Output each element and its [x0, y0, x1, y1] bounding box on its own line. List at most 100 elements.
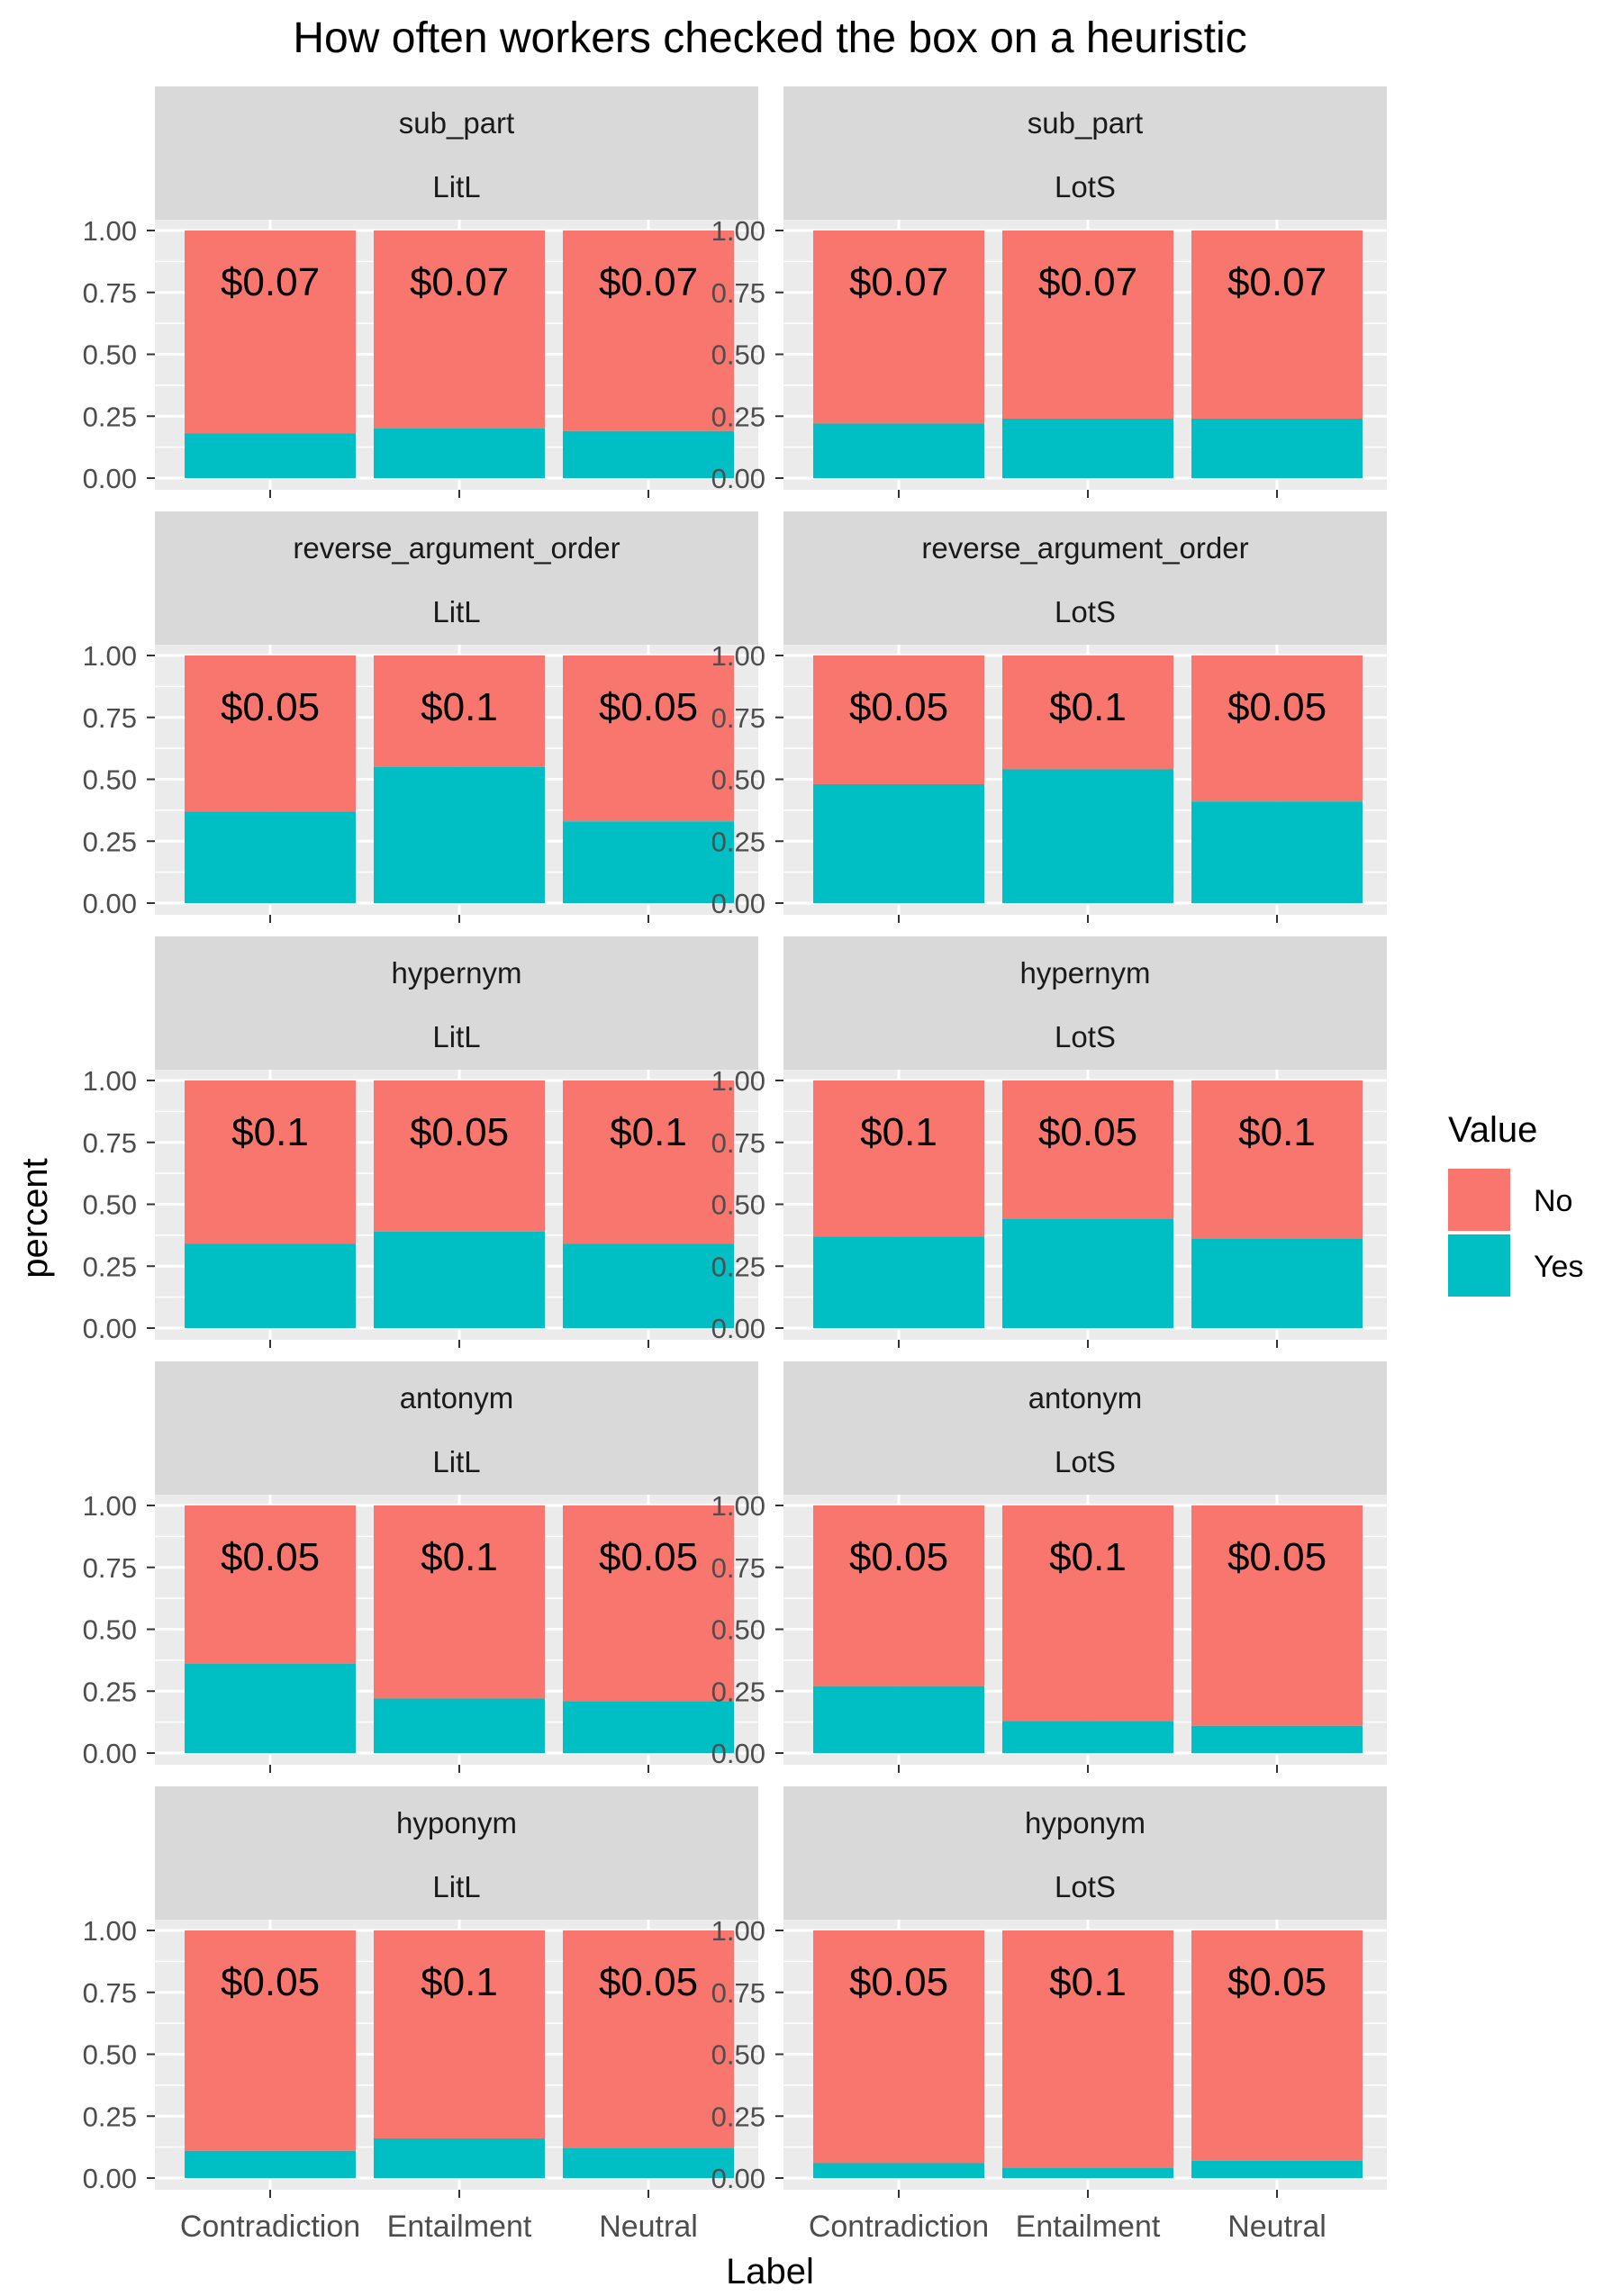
y-axis-title: percent — [15, 1158, 55, 1278]
bar-yes — [374, 2138, 545, 2178]
bar-no — [813, 655, 984, 784]
y-tick-label: 0.25 — [711, 826, 765, 857]
chart-title: How often workers checked the box on a h… — [293, 14, 1246, 62]
facet-group-label: LotS — [1055, 1020, 1116, 1053]
x-tick-label: Contradiction — [180, 2210, 360, 2244]
facet-strip — [155, 86, 758, 220]
y-tick-label: 1.00 — [83, 640, 137, 672]
facet-panel: reverse_argument_order LitL 0.00 0.25 0.50 0.… — [83, 511, 758, 923]
y-tick-label: 0.50 — [711, 339, 765, 371]
bar-yes — [374, 1231, 545, 1328]
bar-data-label: $0.05 — [599, 685, 698, 729]
bar-no — [1191, 231, 1363, 419]
bar-yes — [1191, 2160, 1363, 2178]
bar-no — [1002, 1505, 1173, 1722]
y-tick-label: 0.50 — [83, 2039, 137, 2071]
facet-strip — [783, 1786, 1387, 1920]
facet-heuristic-label: sub_part — [399, 106, 514, 140]
bar-data-label: $0.05 — [849, 1960, 948, 2004]
bar-data-label: $0.1 — [610, 1110, 687, 1154]
y-tick-label: 0.75 — [83, 702, 137, 734]
bar-yes — [374, 1698, 545, 1753]
y-tick-label: 0.75 — [711, 1127, 765, 1159]
bar-yes — [1002, 1721, 1173, 1753]
x-tick-label: Entailment — [1016, 2210, 1161, 2244]
y-tick-label: 0.75 — [83, 1127, 137, 1159]
bar-data-label: $0.05 — [849, 685, 948, 729]
y-tick-label: 0.50 — [83, 1189, 137, 1221]
bar-data-label: $0.1 — [421, 685, 498, 729]
bar-no — [1002, 655, 1173, 770]
facet-group-label: LitL — [432, 170, 480, 203]
bar-data-label: $0.07 — [1227, 260, 1327, 304]
bar-no — [185, 231, 356, 434]
y-tick-label: 0.50 — [83, 339, 137, 371]
bar-data-label: $0.07 — [410, 260, 509, 304]
y-tick-label: 0.00 — [83, 888, 137, 919]
y-tick-label: 1.00 — [83, 215, 137, 247]
bar-yes — [185, 433, 356, 478]
y-tick-label: 0.25 — [711, 1676, 765, 1707]
y-tick-label: 0.50 — [711, 2039, 765, 2071]
y-tick-label: 0.75 — [711, 702, 765, 734]
bar-no — [563, 1930, 734, 2148]
bar-no — [185, 1505, 356, 1664]
bar-data-label: $0.05 — [1227, 1960, 1327, 2004]
bar-no — [1191, 655, 1363, 802]
bar-data-label: $0.07 — [221, 260, 320, 304]
bar-yes — [185, 1664, 356, 1753]
facet-heuristic-label: reverse_argument_order — [293, 531, 620, 565]
bar-yes — [563, 430, 734, 478]
y-tick-label: 0.25 — [83, 1251, 137, 1282]
x-axis-ticks: Contradiction Entailment Neutral Contradict… — [180, 2190, 1327, 2244]
bar-data-label: $0.07 — [1038, 260, 1137, 304]
bar-no — [185, 1930, 356, 2151]
facet-heuristic-label: hyponym — [1025, 1806, 1146, 1840]
bar-data-label: $0.05 — [221, 685, 320, 729]
facet-panel: antonym LotS 0.00 0.25 0.50 0.75 1.00 $0.05 $0.1… — [711, 1361, 1387, 1773]
y-tick-label: 0.00 — [711, 2163, 765, 2194]
y-tick-label: 0.50 — [711, 1614, 765, 1646]
bar-data-label: $0.1 — [421, 1960, 498, 2004]
bar-yes — [813, 2163, 984, 2178]
facet-strip — [783, 936, 1387, 1070]
bar-yes — [1191, 1725, 1363, 1753]
y-tick-label: 0.00 — [83, 2163, 137, 2194]
bar-yes — [185, 1243, 356, 1328]
bar-no — [813, 1930, 984, 2164]
bar-data-label: $0.05 — [849, 1535, 948, 1579]
facet-strip — [783, 1361, 1387, 1495]
bar-yes — [185, 2150, 356, 2178]
x-tick-label: Entailment — [387, 2210, 532, 2244]
bar-yes — [1002, 1219, 1173, 1328]
facet-group-label: LitL — [432, 1870, 480, 1903]
y-tick-label: 0.00 — [711, 1313, 765, 1344]
bar-no — [374, 655, 545, 767]
y-tick-label: 0.25 — [83, 401, 137, 432]
facet-group-label: LitL — [432, 1020, 480, 1053]
y-tick-label: 0.75 — [711, 1552, 765, 1584]
y-tick-label: 0.50 — [83, 1614, 137, 1646]
facet-strip — [155, 1786, 758, 1920]
bar-data-label: $0.1 — [231, 1110, 309, 1154]
bar-yes — [1191, 801, 1363, 903]
bar-no — [374, 231, 545, 429]
bar-data-label: $0.1 — [421, 1535, 498, 1579]
facet-group-label: LotS — [1055, 595, 1116, 628]
y-tick-label: 0.75 — [83, 1977, 137, 2009]
y-tick-label: 0.50 — [711, 1189, 765, 1221]
y-tick-label: 1.00 — [711, 1915, 765, 1947]
bar-data-label: $0.05 — [410, 1110, 509, 1154]
y-tick-label: 1.00 — [83, 1490, 137, 1522]
bar-data-label: $0.05 — [1038, 1110, 1137, 1154]
bar-yes — [813, 1236, 984, 1328]
legend-key-no — [1448, 1169, 1510, 1231]
bar-data-label: $0.05 — [221, 1960, 320, 2004]
y-tick-label: 0.00 — [711, 1738, 765, 1769]
facet-group-label: LotS — [1055, 170, 1116, 203]
bar-yes — [374, 429, 545, 478]
bar-no — [1191, 1930, 1363, 2161]
facet-panel: hyponym LitL 0.00 0.25 0.50 0.75 1.00 $0.05 $0.1… — [83, 1786, 758, 2194]
bar-yes — [1191, 419, 1363, 478]
bar-data-label: $0.1 — [1049, 1960, 1127, 2004]
